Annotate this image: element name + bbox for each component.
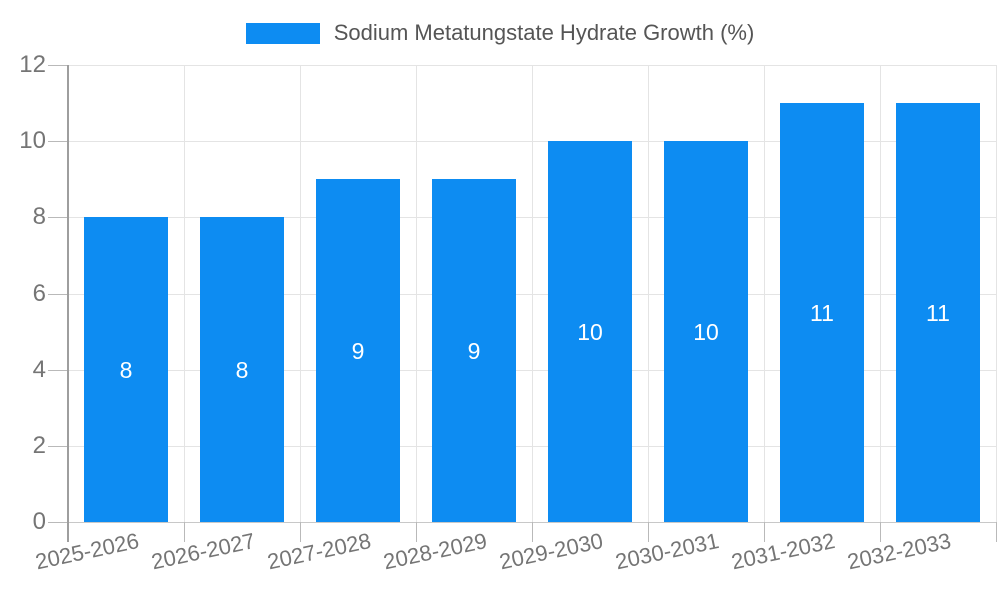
x-axis-tick <box>648 522 649 542</box>
y-axis-tick <box>48 293 68 295</box>
y-axis-tick <box>48 217 68 219</box>
y-axis-tick <box>48 65 68 66</box>
y-axis-tick-label: 6 <box>32 279 46 307</box>
legend-label: Sodium Metatungstate Hydrate Growth (%) <box>333 20 755 45</box>
gridline-vertical <box>184 65 185 522</box>
bar-2028-2029[interactable] <box>432 179 516 522</box>
gridline-vertical <box>996 65 997 522</box>
gridline-vertical <box>880 65 881 522</box>
bar-value-label: 9 <box>467 337 481 364</box>
x-axis-tick <box>880 522 881 542</box>
y-axis-line <box>67 65 69 542</box>
bar-value-label: 11 <box>810 299 834 326</box>
bar-value-label: 10 <box>693 318 719 345</box>
y-axis-tick-label: 12 <box>19 51 46 78</box>
bar-value-label: 8 <box>235 356 249 383</box>
gridline-vertical <box>300 65 301 522</box>
y-axis-tick-label: 0 <box>32 508 46 535</box>
gridline-vertical <box>648 65 649 522</box>
bar-value-label: 11 <box>926 299 950 326</box>
gridline-vertical <box>532 65 533 522</box>
bar-2025-2026[interactable] <box>84 217 168 522</box>
chart-legend[interactable]: Sodium Metatungstate Hydrate Growth (%) <box>0 20 1000 46</box>
x-axis-tick <box>996 522 997 542</box>
bar-2030-2031[interactable] <box>664 141 748 522</box>
x-axis-tick <box>532 522 533 542</box>
chart-canvas: Sodium Metatungstate Hydrate Growth (%) … <box>0 20 1000 574</box>
bar-value-label: 10 <box>577 318 603 345</box>
bar-2032-2033[interactable] <box>896 103 980 522</box>
y-axis-tick <box>48 369 68 371</box>
bar-2026-2027[interactable] <box>200 217 284 522</box>
x-axis-tick <box>764 522 765 542</box>
y-axis-tick-label: 4 <box>32 355 46 383</box>
y-axis-tick <box>48 141 68 143</box>
bar-value-label: 9 <box>351 337 365 364</box>
y-axis-tick-label: 2 <box>32 431 46 459</box>
bar-value-label: 8 <box>119 356 133 383</box>
x-axis-tick <box>300 522 301 542</box>
y-axis-tick-label: 8 <box>32 203 46 231</box>
gridline-vertical <box>416 65 417 522</box>
bar-2031-2032[interactable] <box>780 103 864 522</box>
y-axis-tick-label: 10 <box>19 127 46 155</box>
x-axis-tick <box>416 522 417 542</box>
x-axis-tick <box>184 522 185 542</box>
y-axis-tick <box>48 445 68 447</box>
legend-swatch[interactable] <box>245 22 320 44</box>
gridline-vertical <box>764 65 765 522</box>
y-axis-tick <box>48 522 68 523</box>
bar-2029-2030[interactable] <box>548 141 632 522</box>
bar-2027-2028[interactable] <box>316 179 400 522</box>
